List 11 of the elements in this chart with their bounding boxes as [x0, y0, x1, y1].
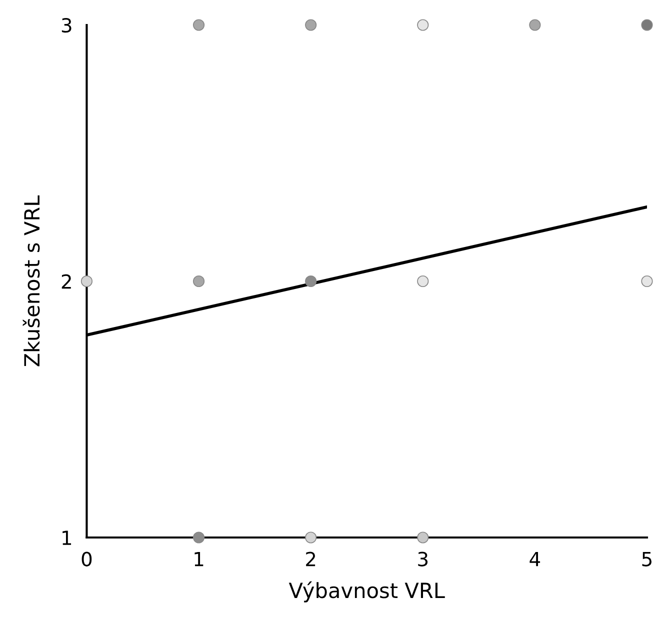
- y-axis-title: Zkušenost s VRL: [22, 195, 40, 366]
- x-tick-label: 4: [530, 552, 540, 566]
- y-tick-label: 3: [62, 18, 72, 33]
- x-tick-label: 0: [82, 552, 92, 566]
- x-tick-label: 3: [418, 552, 428, 566]
- y-tick-label: 1: [62, 530, 72, 545]
- x-tick-label: 1: [194, 552, 204, 566]
- y-tick-label: 2: [62, 274, 71, 289]
- x-tick-label: 5: [642, 552, 652, 566]
- x-tick-label: 2: [306, 552, 316, 566]
- x-axis-title: Výbavnost VRL: [288, 581, 445, 602]
